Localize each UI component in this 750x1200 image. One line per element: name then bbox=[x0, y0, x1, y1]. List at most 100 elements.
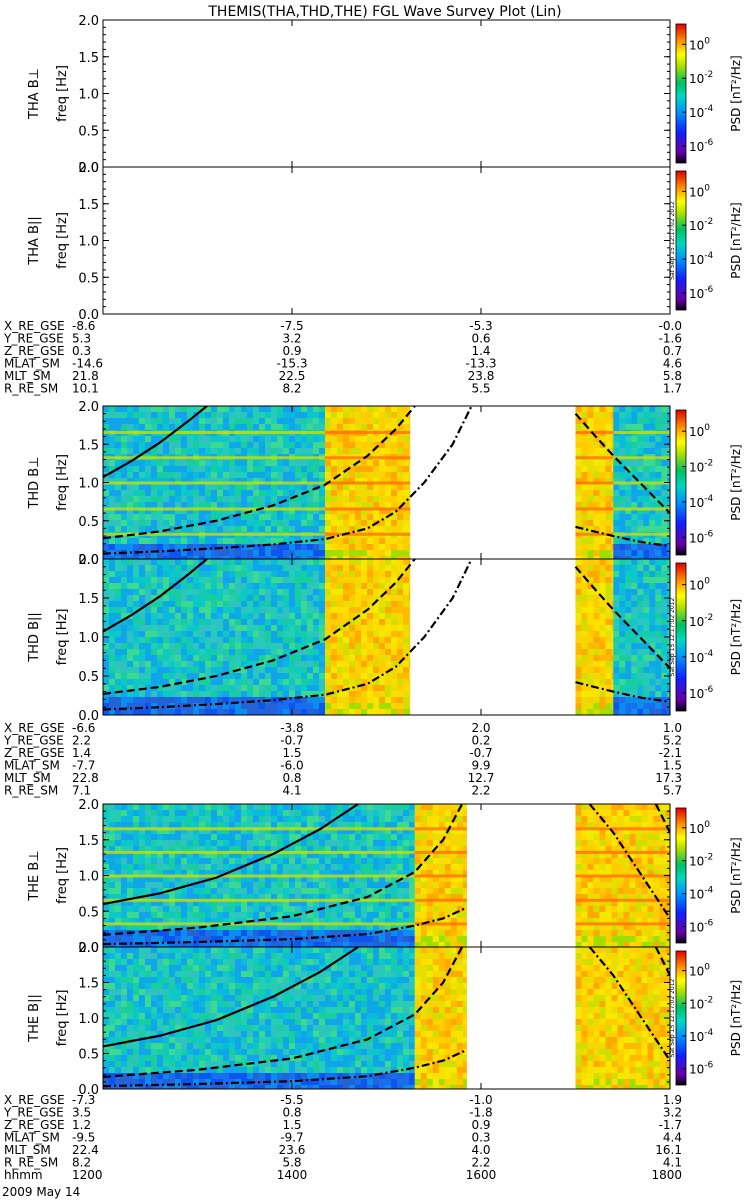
y-tick-label: 1.5 bbox=[78, 438, 99, 453]
spectrogram-panels: 0.0 0.5 1.0 1.5 2.0 THA B⊥ freq [Hz] 100 10-2 10-… bbox=[27, 14, 743, 1098]
y-tick-label: 0.5 bbox=[78, 1048, 99, 1063]
panel-probe-label: THD B⊥ bbox=[27, 456, 42, 509]
ephemeris-value: 21.8 bbox=[72, 369, 99, 383]
colorbar bbox=[675, 562, 687, 712]
ephemeris-row-name: Z_RE_GSE bbox=[4, 746, 65, 760]
ephemeris-value: 0.6 bbox=[471, 332, 490, 346]
colorbar-tick-label: 10-4 bbox=[689, 494, 714, 510]
y-tick-label: 1.0 bbox=[78, 235, 99, 250]
ephemeris-value: 8.2 bbox=[282, 382, 301, 396]
heatmap-cells bbox=[103, 406, 670, 559]
ephemeris-value: 12.7 bbox=[468, 771, 495, 785]
panel-probe-label: THD B|| bbox=[27, 612, 42, 663]
ephemeris-row-name: X_RE_GSE bbox=[4, 721, 65, 735]
ephemeris-row-name: Y_RE_GSE bbox=[3, 332, 64, 346]
ephemeris-value: -13.3 bbox=[465, 357, 496, 371]
y-tick-label: 2.0 bbox=[78, 798, 99, 813]
colorbar-tick-label: 100 bbox=[689, 183, 710, 199]
x-axis-unit-label: hhmm bbox=[4, 1168, 43, 1182]
timestamp-label: Sat Sep 15 12:17:02 2012 bbox=[669, 201, 676, 280]
colorbar bbox=[675, 23, 687, 164]
colorbar-tick-label: 10-6 bbox=[689, 1061, 714, 1077]
y-tick-label: 2.0 bbox=[78, 553, 99, 568]
ephemeris-value: 0.3 bbox=[72, 344, 91, 358]
ephemeris-value: -1.0 bbox=[469, 1093, 492, 1107]
gyro-curve-dashed bbox=[103, 947, 464, 1079]
heatmap-segment bbox=[414, 947, 467, 1089]
y-tick-label: 1.5 bbox=[78, 198, 99, 213]
ephemeris-row-name: R_RE_SM bbox=[4, 382, 58, 396]
colorbar-tick-label: 100 bbox=[689, 963, 710, 979]
colorbar-tick-label: 10-2 bbox=[689, 217, 713, 233]
y-tick-label: 0.0 bbox=[78, 709, 99, 724]
heatmap-segment bbox=[575, 804, 670, 947]
ephemeris-value: 0.3 bbox=[471, 1131, 490, 1145]
ephemeris-value: 1.9 bbox=[663, 1093, 682, 1107]
ephemeris-value: -7.7 bbox=[72, 759, 95, 773]
ephemeris-value: 4.1 bbox=[663, 1156, 682, 1170]
colorbar-tick-label: 10-2 bbox=[689, 853, 713, 869]
ephemeris-value: 1.7 bbox=[663, 382, 682, 396]
panel-probe-label: THE B⊥ bbox=[27, 850, 42, 901]
y-tick-label: 0.0 bbox=[78, 161, 99, 176]
ephemeris-row-name: MLT_SM bbox=[4, 369, 51, 383]
y-tick-label: 0.5 bbox=[78, 124, 99, 139]
y-tick-label: 1.5 bbox=[78, 834, 99, 849]
panel-the-bperp: 0.0 0.5 1.0 1.5 2.0 THE B⊥ freq [Hz] 100 10-2 10-… bbox=[27, 798, 743, 956]
ephemeris-value: 2.2 bbox=[471, 1156, 490, 1170]
ephemeris-value: 1.2 bbox=[72, 1118, 91, 1132]
colorbar-label: PSD [nT²/Hz] bbox=[729, 599, 743, 675]
ephemeris-value: 16.1 bbox=[655, 1143, 682, 1157]
colorbar-tick-label: 10-2 bbox=[689, 459, 713, 475]
gyro-curve-dashdot bbox=[588, 804, 670, 920]
ephemeris-value: -7.5 bbox=[280, 319, 303, 333]
panel-thd-bperp: 0.0 0.5 1.0 1.5 2.0 THD B⊥ freq [Hz] 100 10-2 10-… bbox=[27, 400, 743, 568]
y-tick-label: 0.5 bbox=[78, 670, 99, 685]
y-tick-label: 2.0 bbox=[78, 400, 99, 415]
ephemeris-value: 4.0 bbox=[471, 1143, 490, 1157]
y-tick-label: 0.5 bbox=[78, 515, 99, 530]
ephemeris-value: -15.3 bbox=[276, 357, 307, 371]
ephemeris-value: 0.8 bbox=[282, 1106, 301, 1120]
gyro-curve-dashdot bbox=[103, 906, 468, 946]
heatmap-segment bbox=[414, 804, 467, 947]
colorbar bbox=[675, 170, 687, 311]
ephemeris-value: 22.5 bbox=[279, 369, 306, 383]
heatmap-segment bbox=[103, 406, 326, 559]
y-tick-label: 0.5 bbox=[78, 905, 99, 920]
ephemeris-value: -8.6 bbox=[72, 319, 95, 333]
ephemeris-value: -9.7 bbox=[280, 1131, 303, 1145]
gyro-curve-dashed bbox=[103, 804, 464, 936]
y-tick-label: 0.5 bbox=[78, 271, 99, 286]
y-tick-label: 0.0 bbox=[78, 553, 99, 568]
ephemeris-row-name: Z_RE_GSE bbox=[4, 344, 65, 358]
colorbar-tick-label: 100 bbox=[689, 820, 710, 836]
ephemeris-row-name: MLAT_SM bbox=[4, 1131, 60, 1145]
panel-unit-label: freq [Hz] bbox=[55, 454, 70, 511]
ephemeris-value: -1.6 bbox=[659, 332, 682, 346]
colorbar-label: PSD [nT²/Hz] bbox=[729, 202, 743, 278]
colorbar bbox=[675, 807, 687, 944]
timestamp-label: Sat Sep 15 12:17:02 2012 bbox=[669, 598, 676, 677]
gyro-curve-solid bbox=[103, 804, 359, 906]
gyro-curve-dashdot bbox=[103, 406, 473, 555]
ephemeris-value: -3.8 bbox=[280, 721, 303, 735]
ephemeris-value: 0.7 bbox=[663, 344, 682, 358]
y-tick-label: 1.5 bbox=[78, 51, 99, 66]
ephemeris-value: 23.8 bbox=[468, 369, 495, 383]
gyro-curve-dashed bbox=[574, 412, 670, 514]
gyro-curve-dashed bbox=[574, 566, 670, 669]
colorbar-tick-label: 10-4 bbox=[689, 104, 714, 120]
heatmap-segment bbox=[575, 559, 614, 715]
colorbar-label: PSD [nT²/Hz] bbox=[729, 55, 743, 131]
x-tick-label: 1400 bbox=[277, 1168, 308, 1182]
colorbar-tick-label: 10-2 bbox=[689, 613, 713, 629]
ephemeris-value: -5.3 bbox=[469, 319, 492, 333]
panel-thd-bpar: 0.0 0.5 1.0 1.5 2.0 THD B|| freq [Hz] 100 10-2 10… bbox=[27, 553, 743, 724]
ephemeris-value: 22.8 bbox=[72, 771, 99, 785]
y-tick-label: 1.0 bbox=[78, 870, 99, 885]
colorbar-tick-label: 10-6 bbox=[689, 529, 714, 545]
ephemeris-value: 8.2 bbox=[72, 1156, 91, 1170]
gyro-curve-dashed bbox=[103, 559, 416, 696]
